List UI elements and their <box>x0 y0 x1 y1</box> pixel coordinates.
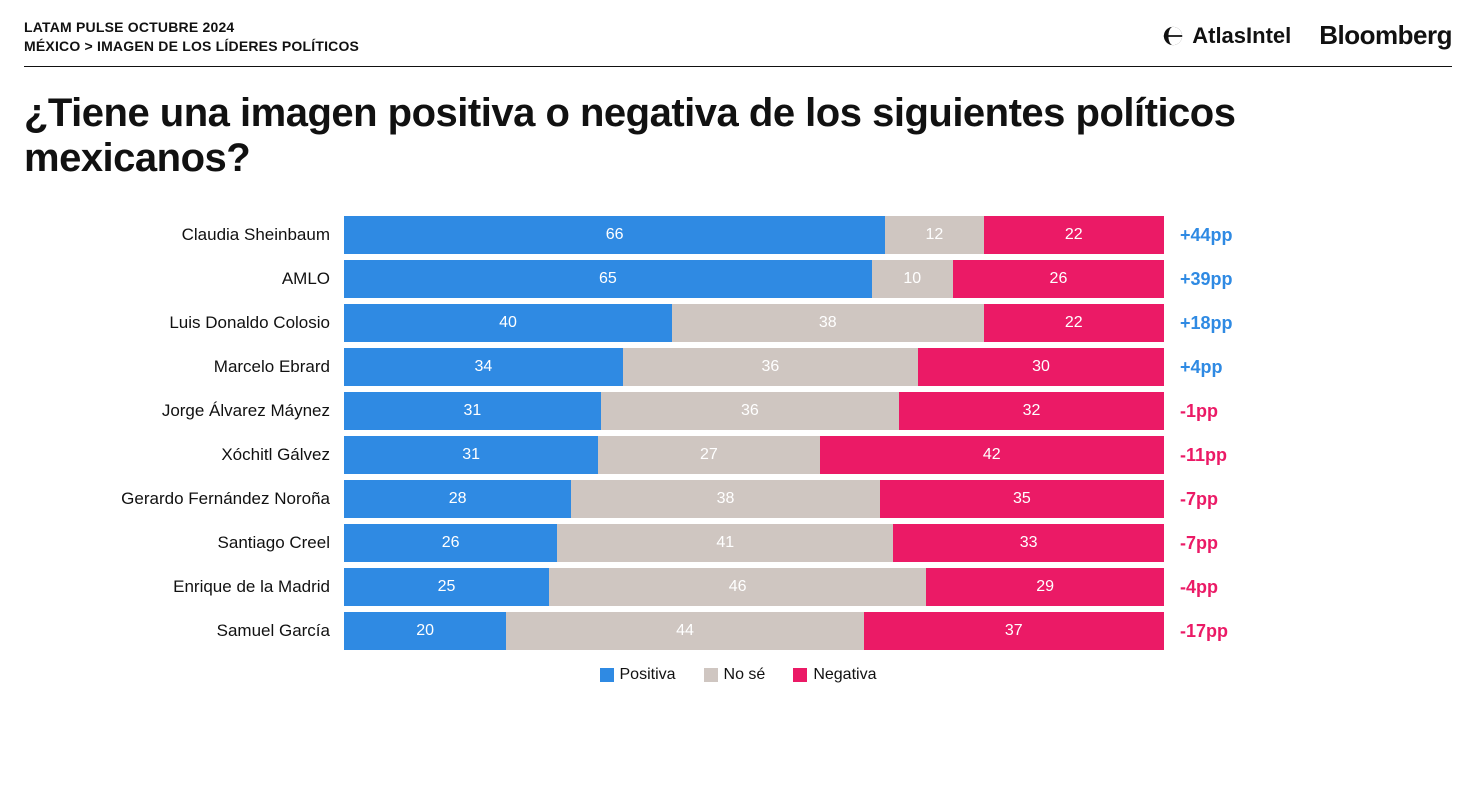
net-value: +44pp <box>1164 225 1270 246</box>
legend-swatch-dontknow <box>704 668 718 682</box>
row-label: Gerardo Fernández Noroña <box>104 490 344 509</box>
bar-track: 651026 <box>344 260 1164 298</box>
stacked-bar-chart: Claudia Sheinbaum661222+44ppAMLO651026+3… <box>104 216 1452 650</box>
header: LATAM PULSE OCTUBRE 2024 MÉXICO > IMAGEN… <box>24 18 1452 56</box>
legend-label-positive: Positiva <box>620 666 676 684</box>
bar-segment-dontknow: 44 <box>506 612 863 650</box>
chart-row: Samuel García204437-17pp <box>104 612 1452 650</box>
net-value: -11pp <box>1164 445 1270 466</box>
brand-bloomberg: Bloomberg <box>1319 20 1452 51</box>
legend: Positiva No sé Negativa <box>24 666 1452 684</box>
row-label: Xóchitl Gálvez <box>104 446 344 465</box>
net-value: -4pp <box>1164 577 1270 598</box>
net-value: -7pp <box>1164 533 1270 554</box>
bar-segment-positive: 26 <box>344 524 557 562</box>
row-label: Samuel García <box>104 622 344 641</box>
chart-row: Luis Donaldo Colosio403822+18pp <box>104 304 1452 342</box>
row-label: Marcelo Ebrard <box>104 358 344 377</box>
legend-item-negative: Negativa <box>793 666 876 684</box>
net-value: +4pp <box>1164 357 1270 378</box>
chart-row: Marcelo Ebrard343630+4pp <box>104 348 1452 386</box>
bar-track: 313632 <box>344 392 1164 430</box>
chart-row: Claudia Sheinbaum661222+44pp <box>104 216 1452 254</box>
bar-track: 264133 <box>344 524 1164 562</box>
header-line-2: MÉXICO > IMAGEN DE LOS LÍDERES POLÍTICOS <box>24 37 359 56</box>
bar-segment-positive: 31 <box>344 392 601 430</box>
bar-track: 254629 <box>344 568 1164 606</box>
bar-segment-negative: 35 <box>880 480 1164 518</box>
bar-segment-positive: 31 <box>344 436 598 474</box>
brand-atlasintel: AtlasIntel <box>1162 23 1291 49</box>
row-label: Enrique de la Madrid <box>104 578 344 597</box>
header-divider <box>24 66 1452 67</box>
chart-row: Jorge Álvarez Máynez313632-1pp <box>104 392 1452 430</box>
bar-segment-negative: 33 <box>893 524 1164 562</box>
bar-segment-dontknow: 38 <box>672 304 984 342</box>
bar-track: 403822 <box>344 304 1164 342</box>
bar-segment-dontknow: 36 <box>623 348 918 386</box>
bar-segment-dontknow: 41 <box>557 524 893 562</box>
bar-segment-negative: 22 <box>984 216 1164 254</box>
question-title: ¿Tiene una imagen positiva o negativa de… <box>24 91 1452 181</box>
bar-segment-positive: 25 <box>344 568 549 606</box>
atlas-globe-icon <box>1162 25 1184 47</box>
bar-segment-positive: 40 <box>344 304 672 342</box>
bar-track: 204437 <box>344 612 1164 650</box>
bar-segment-dontknow: 38 <box>571 480 880 518</box>
net-value: -1pp <box>1164 401 1270 422</box>
bar-track: 283835 <box>344 480 1164 518</box>
row-label: Claudia Sheinbaum <box>104 226 344 245</box>
row-label: Jorge Álvarez Máynez <box>104 402 344 421</box>
legend-item-dontknow: No sé <box>704 666 766 684</box>
bar-segment-positive: 20 <box>344 612 506 650</box>
header-line-1: LATAM PULSE OCTUBRE 2024 <box>24 18 359 37</box>
bar-segment-positive: 65 <box>344 260 872 298</box>
row-label: Luis Donaldo Colosio <box>104 314 344 333</box>
legend-label-negative: Negativa <box>813 666 876 684</box>
bar-segment-negative: 26 <box>953 260 1164 298</box>
bar-track: 312742 <box>344 436 1164 474</box>
row-label: Santiago Creel <box>104 534 344 553</box>
bar-segment-positive: 28 <box>344 480 571 518</box>
bar-track: 661222 <box>344 216 1164 254</box>
bar-segment-dontknow: 46 <box>549 568 926 606</box>
bar-segment-dontknow: 10 <box>872 260 953 298</box>
bar-segment-negative: 30 <box>918 348 1164 386</box>
net-value: +18pp <box>1164 313 1270 334</box>
bar-segment-dontknow: 27 <box>598 436 819 474</box>
slide: LATAM PULSE OCTUBRE 2024 MÉXICO > IMAGEN… <box>0 0 1476 789</box>
bar-segment-positive: 66 <box>344 216 885 254</box>
net-value: -7pp <box>1164 489 1270 510</box>
legend-swatch-negative <box>793 668 807 682</box>
bar-segment-positive: 34 <box>344 348 623 386</box>
bar-segment-negative: 32 <box>899 392 1164 430</box>
chart-row: AMLO651026+39pp <box>104 260 1452 298</box>
bar-segment-negative: 42 <box>820 436 1164 474</box>
row-label: AMLO <box>104 270 344 289</box>
header-brands: AtlasIntel Bloomberg <box>1162 18 1452 51</box>
net-value: -17pp <box>1164 621 1270 642</box>
bar-track: 343630 <box>344 348 1164 386</box>
chart-row: Xóchitl Gálvez312742-11pp <box>104 436 1452 474</box>
chart-row: Santiago Creel264133-7pp <box>104 524 1452 562</box>
header-text: LATAM PULSE OCTUBRE 2024 MÉXICO > IMAGEN… <box>24 18 359 56</box>
net-value: +39pp <box>1164 269 1270 290</box>
chart-row: Gerardo Fernández Noroña283835-7pp <box>104 480 1452 518</box>
legend-item-positive: Positiva <box>600 666 676 684</box>
bar-segment-dontknow: 12 <box>885 216 983 254</box>
legend-label-dontknow: No sé <box>724 666 766 684</box>
bar-segment-negative: 37 <box>864 612 1164 650</box>
bar-segment-negative: 29 <box>926 568 1164 606</box>
chart-row: Enrique de la Madrid254629-4pp <box>104 568 1452 606</box>
bar-segment-dontknow: 36 <box>601 392 899 430</box>
brand-atlasintel-label: AtlasIntel <box>1192 23 1291 49</box>
bar-segment-negative: 22 <box>984 304 1164 342</box>
legend-swatch-positive <box>600 668 614 682</box>
